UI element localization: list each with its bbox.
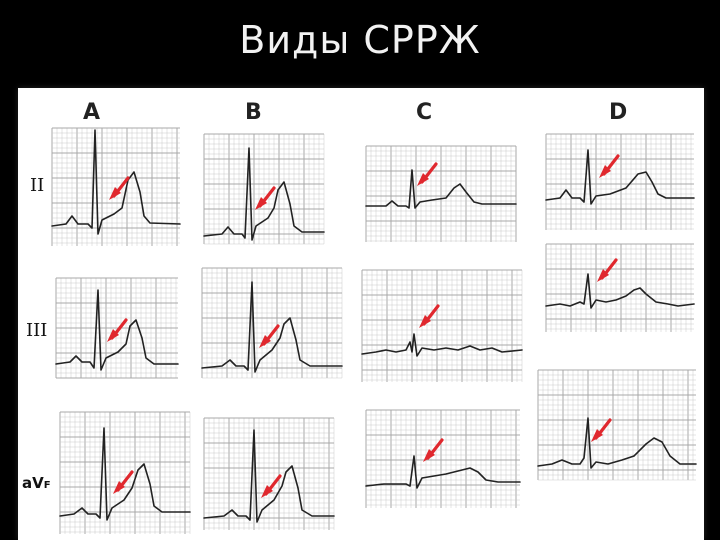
column-label-d: D [609,100,628,125]
lead-label-avf-main: aV [22,474,44,492]
ecg-strip-a-lead-avf [59,411,191,534]
ecg-figure-panel: A B C D II III aVF [18,88,704,540]
ecg-strip-d-lead-iii [545,243,695,332]
ecg-strip-b-lead-avf [203,417,335,530]
ecg-strip-d-lead-ii [545,133,695,230]
ecg-strip-d-lead-avf [537,369,697,481]
lead-label-iii: III [26,320,48,341]
lead-label-avf: aVF [22,474,51,492]
ecg-strip-c-lead-iii [361,269,523,382]
ecg-strip-c-lead-avf [365,409,521,508]
lead-label-avf-sub: F [43,480,51,491]
ecg-strip-c-lead-ii [365,145,517,242]
lead-label-ii: II [30,175,45,196]
ecg-strip-a-lead-ii [51,127,181,246]
slide-title: Виды СРРЖ [239,18,481,62]
ecg-strip-b-lead-iii [201,267,343,379]
ecg-strip-a-lead-iii [55,277,179,379]
column-label-c: C [416,100,433,125]
ecg-strip-b-lead-ii [203,133,325,245]
column-label-b: B [245,100,262,125]
column-label-a: A [83,100,101,125]
